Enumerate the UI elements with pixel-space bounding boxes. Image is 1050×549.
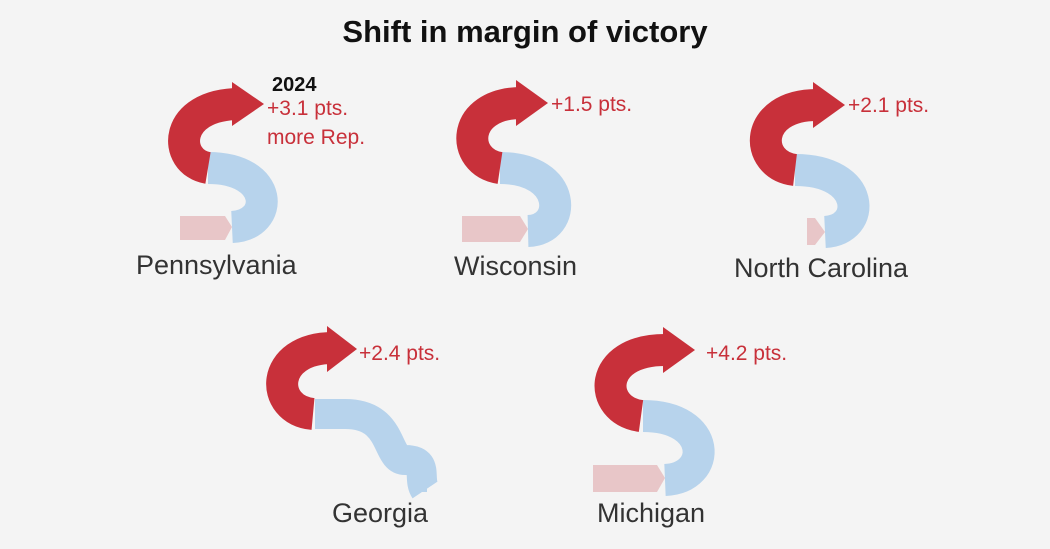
michigan-rep-segment bbox=[594, 334, 666, 432]
wisconsin-label: Wisconsin bbox=[454, 251, 578, 281]
michigan-dem-segment bbox=[642, 400, 715, 496]
north-carolina-arrow-graphic bbox=[749, 82, 870, 248]
state-panel-wisconsin: +1.5 pts. Wisconsin bbox=[430, 70, 690, 290]
wisconsin-arrow-graphic bbox=[456, 80, 572, 247]
wisconsin-dem-segment bbox=[499, 152, 572, 247]
georgia-shift-label: +2.4 pts. bbox=[359, 342, 441, 365]
michigan-shift-label: +4.2 pts. bbox=[706, 342, 788, 365]
pennsylvania-rep-segment bbox=[168, 88, 241, 184]
georgia-arrow-head bbox=[327, 326, 357, 372]
michigan-earlier-rep-segment bbox=[593, 465, 665, 492]
pennsylvania-label: Pennsylvania bbox=[136, 250, 297, 280]
georgia-rep-segment bbox=[266, 332, 334, 430]
north-carolina-shift-label: +2.1 pts. bbox=[848, 94, 930, 117]
pennsylvania-arrow-head bbox=[232, 82, 264, 126]
wisconsin-earlier-rep-segment bbox=[462, 216, 528, 242]
michigan-label: Michigan bbox=[597, 498, 706, 528]
north-carolina-dem-segment bbox=[794, 154, 870, 248]
georgia-label: Georgia bbox=[332, 498, 429, 528]
pennsylvania-arrow-graphic bbox=[168, 82, 278, 243]
pennsylvania-shift-label: +3.1 pts. bbox=[267, 97, 349, 120]
pennsylvania-dem-segment bbox=[207, 152, 278, 243]
state-panel-michigan: +4.2 pts. Michigan bbox=[585, 310, 845, 542]
state-panel-georgia: +2.4 pts. Georgia bbox=[255, 310, 535, 542]
georgia-dem-end-marker bbox=[407, 462, 427, 492]
pennsylvania-earlier-rep-segment bbox=[180, 216, 232, 240]
wisconsin-shift-label: +1.5 pts. bbox=[551, 93, 633, 116]
michigan-arrow-graphic bbox=[593, 327, 715, 496]
north-carolina-label: North Carolina bbox=[734, 253, 909, 283]
chart-title: Shift in margin of victory bbox=[342, 14, 708, 49]
wisconsin-arrow-head bbox=[516, 80, 548, 126]
year-label: 2024 bbox=[272, 74, 317, 96]
michigan-arrow-head bbox=[663, 327, 695, 373]
north-carolina-earlier-rep-segment bbox=[807, 218, 825, 245]
pennsylvania-shift-note: more Rep. bbox=[267, 126, 366, 149]
north-carolina-rep-segment bbox=[749, 89, 819, 186]
state-panel-north-carolina: +2.1 pts. North Carolina bbox=[725, 70, 1045, 290]
georgia-arrow-graphic bbox=[266, 326, 439, 499]
north-carolina-arrow-head bbox=[813, 82, 845, 128]
state-panel-pennsylvania: 2024 +3.1 pts. more Rep. Pennsylvania bbox=[130, 70, 430, 290]
wisconsin-rep-segment bbox=[456, 87, 524, 184]
